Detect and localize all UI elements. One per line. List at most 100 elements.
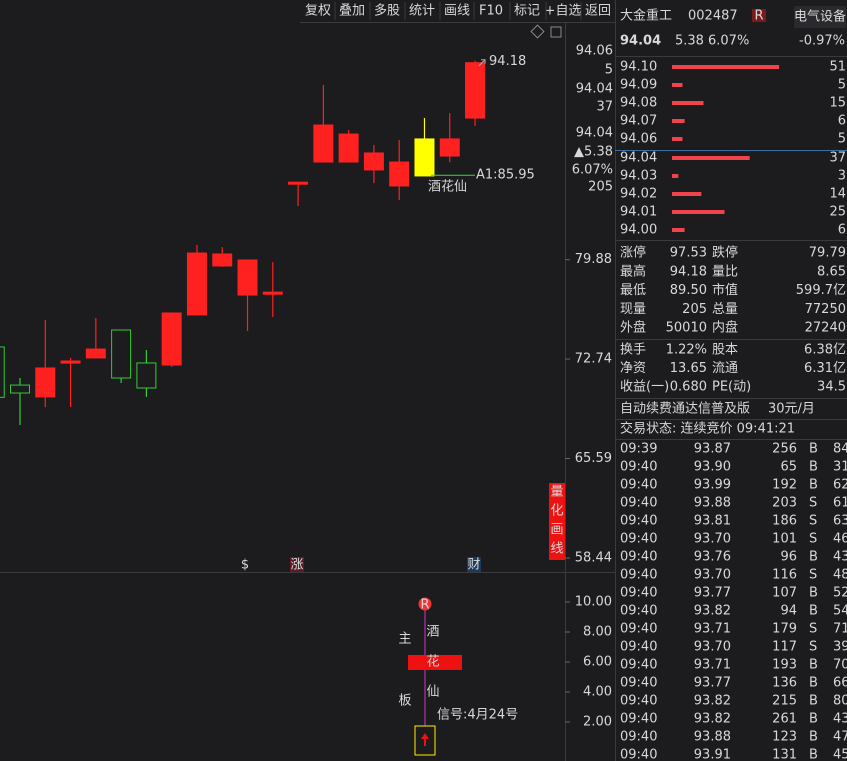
toolbar-button[interactable]: 统计 — [409, 4, 435, 19]
marker-bg — [290, 557, 304, 572]
tick-volume: 136 — [772, 676, 797, 691]
signal-bar — [408, 655, 462, 670]
tick-side: S — [809, 496, 817, 511]
tick-side: B — [809, 604, 818, 619]
tick-side: S — [809, 532, 817, 547]
change-pct: 6.07% — [708, 34, 749, 49]
stat-value: 599.7亿 — [796, 283, 846, 298]
volume-bar — [672, 83, 683, 87]
book-volume: 3 — [838, 169, 846, 184]
side-button[interactable] — [549, 483, 565, 560]
left-char: 板 — [398, 694, 411, 709]
tick-side: B — [809, 442, 818, 457]
ad-price[interactable]: 30元/月 — [768, 402, 815, 417]
stat-label: 净资 — [620, 361, 646, 376]
tick-time: 09:40 — [620, 460, 657, 475]
badge-bg — [752, 9, 766, 22]
signal-arrow — [421, 733, 429, 746]
tick-side: B — [809, 694, 818, 709]
tool-icon[interactable] — [530, 24, 545, 39]
tick-count: 63 — [833, 514, 847, 529]
book-price: 94.10 — [620, 60, 657, 75]
book-volume: 25 — [829, 205, 846, 220]
stat-label: 总量 — [712, 302, 738, 317]
tick-price: 93.70 — [694, 568, 731, 583]
high-label: 94.18 — [489, 54, 526, 69]
toolbar-button[interactable]: +自选 — [545, 4, 582, 19]
tick-volume: 101 — [772, 532, 797, 547]
tick-count: 46 — [833, 532, 847, 547]
stat-label: 内盘 — [712, 320, 738, 336]
tick-price: 93.77 — [694, 676, 731, 691]
tick-side: S — [809, 622, 817, 637]
right-char: 花 — [426, 654, 439, 670]
sector-box[interactable] — [794, 6, 846, 28]
y-tick-label: 10.00 — [575, 595, 612, 610]
tick-volume: 123 — [772, 730, 797, 745]
book-volume: 51 — [829, 60, 846, 75]
tick-price: 93.88 — [694, 730, 731, 745]
marker-bg — [467, 557, 481, 572]
stock-badge: R — [754, 9, 763, 24]
sector[interactable]: 电气设备 — [794, 9, 846, 25]
tick-count: 84 — [833, 442, 847, 457]
price-label: ▲5.38 — [574, 145, 613, 160]
y-tick-label: 2.00 — [583, 715, 612, 730]
price-label: 94.04 — [576, 126, 613, 141]
volume-bar — [672, 137, 683, 141]
toolbar-button[interactable]: 复权 — [305, 3, 331, 19]
stock-code: 002487 — [688, 9, 738, 24]
book-volume: 5 — [838, 78, 846, 93]
candle-body — [414, 138, 435, 177]
tick-side: S — [809, 514, 817, 529]
tick-side: S — [809, 640, 817, 655]
ad[interactable]: 自动续费通达信普及版 — [620, 402, 750, 417]
stat-value: 97.53 — [670, 246, 707, 261]
volume-bar — [672, 119, 685, 123]
stat-value: 6.31亿 — [804, 361, 846, 376]
tool-icon[interactable] — [550, 26, 562, 38]
tick-count: 45 — [833, 748, 847, 761]
toolbar-button[interactable]: 画线 — [444, 4, 470, 19]
signal-badge — [418, 597, 432, 611]
book-price: 94.02 — [620, 187, 657, 202]
price-label: 6.07% — [572, 163, 613, 178]
book-volume: 37 — [829, 151, 846, 166]
toolbar-button[interactable]: F10 — [479, 4, 503, 19]
tick-count: 71 — [833, 622, 847, 637]
tick-time: 09:40 — [620, 622, 657, 637]
tick-time: 09:40 — [620, 604, 657, 619]
tick-time: 09:40 — [620, 478, 657, 493]
price-label: 94.06 — [576, 44, 613, 59]
tick-count: 48 — [833, 568, 847, 583]
change: 5.38 — [675, 34, 704, 49]
price-label: 205 — [588, 180, 613, 195]
toolbar-button[interactable]: 标记 — [514, 4, 540, 19]
book-volume: 6 — [838, 114, 846, 129]
tick-volume: 193 — [772, 658, 797, 673]
tick-time: 09:40 — [620, 496, 657, 511]
book-price: 94.06 — [620, 132, 657, 147]
stat-label: 流通 — [712, 361, 738, 376]
toolbar-button[interactable]: 叠加 — [339, 4, 365, 19]
toolbar-button[interactable]: 返回 — [585, 4, 611, 19]
volume-bar — [672, 228, 685, 232]
stat-value: 50010 — [666, 321, 707, 336]
a1-label: A1:85.95 — [476, 168, 535, 183]
tick-time: 09:40 — [620, 532, 657, 547]
candle-body — [111, 329, 132, 379]
toolbar-button[interactable]: 多股 — [374, 3, 400, 19]
y-tick-label: 6.00 — [583, 655, 612, 670]
tick-volume: 94 — [780, 604, 797, 619]
stat-value: 1.22% — [666, 343, 707, 358]
tick-count: 66 — [833, 676, 847, 691]
tick-price: 93.76 — [694, 550, 731, 565]
signal-text: 信号:4月24号 — [437, 708, 518, 723]
tick-side: B — [809, 730, 818, 745]
y-tick-label: 79.88 — [575, 252, 612, 267]
event-marker: 涨 — [290, 558, 303, 573]
tick-price: 93.82 — [694, 712, 731, 727]
tick-volume: 215 — [772, 694, 797, 709]
candle-body — [465, 62, 486, 119]
event-marker: 财 — [467, 558, 480, 573]
